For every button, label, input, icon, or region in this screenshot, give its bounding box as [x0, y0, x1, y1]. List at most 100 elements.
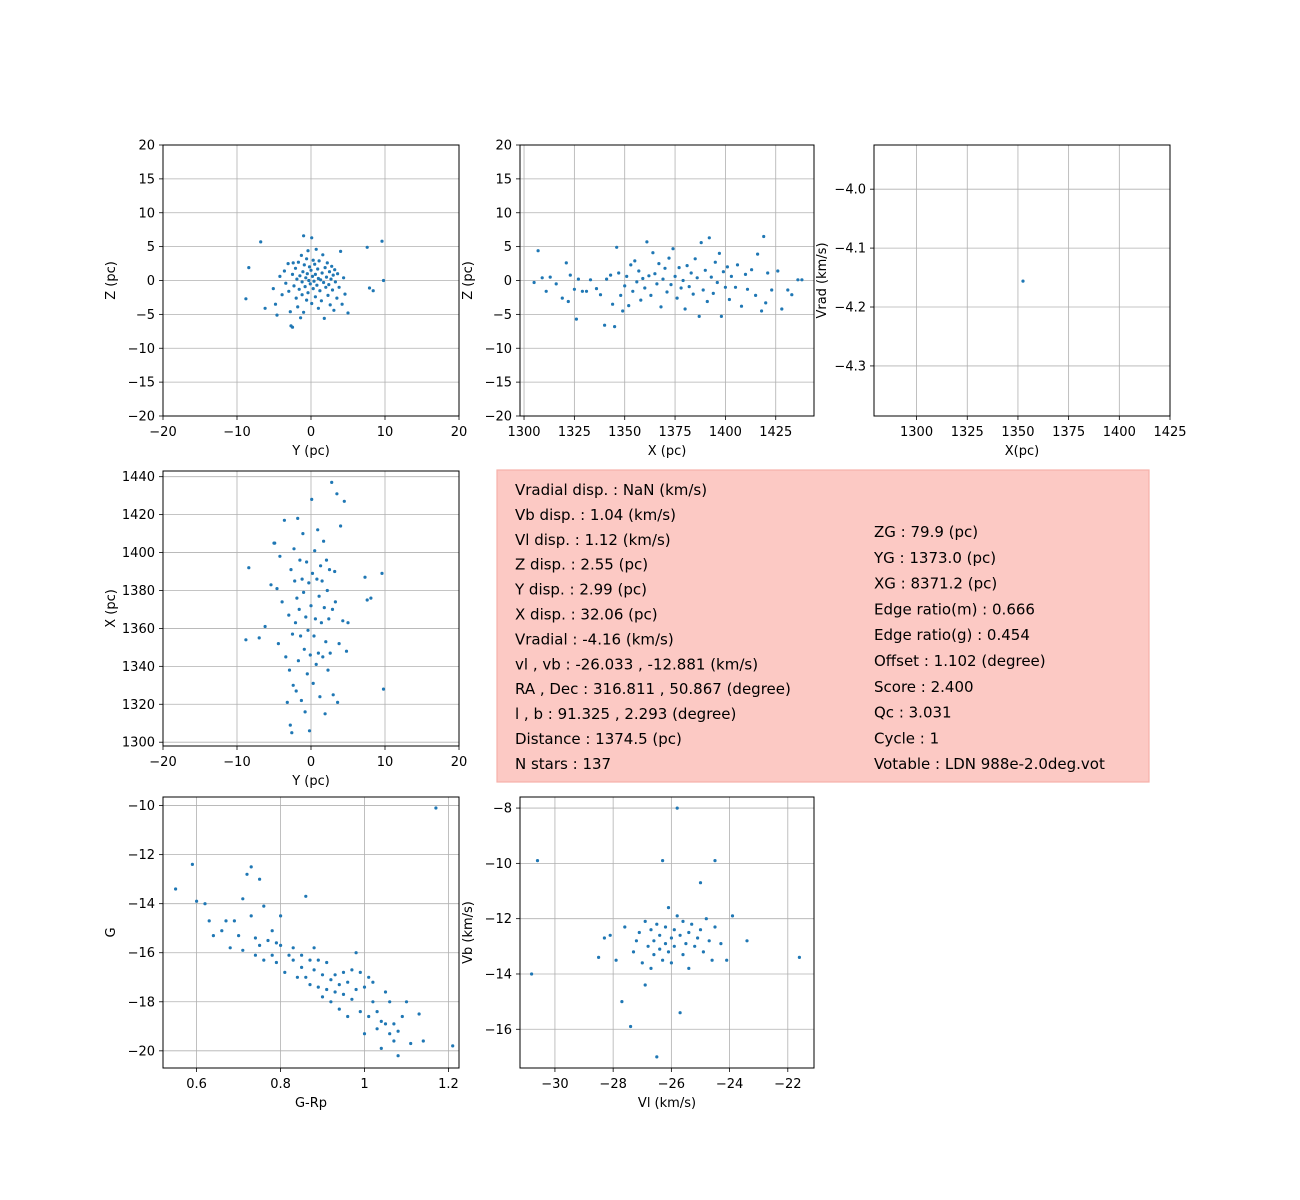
data-point	[269, 583, 273, 587]
data-point	[663, 942, 668, 946]
data-point	[335, 296, 339, 300]
data-point	[319, 621, 323, 625]
data-point	[675, 914, 679, 918]
data-point	[564, 261, 568, 265]
data-point	[358, 970, 362, 975]
data-point	[282, 269, 286, 273]
data-point	[333, 973, 337, 977]
data-point	[337, 285, 341, 289]
data-point	[678, 1011, 682, 1015]
data-point	[331, 693, 335, 697]
data-point	[392, 1022, 396, 1026]
data-point	[259, 240, 263, 244]
data-point	[300, 965, 304, 970]
data-point	[295, 277, 299, 281]
data-point	[328, 303, 332, 307]
data-point	[309, 268, 313, 272]
data-point	[723, 285, 728, 289]
data-point	[300, 577, 304, 581]
data-point	[341, 992, 346, 997]
data-point	[367, 286, 372, 290]
data-point	[244, 297, 248, 301]
x-tick-label: −22	[774, 1077, 801, 1092]
data-point	[303, 710, 307, 714]
data-point	[730, 914, 735, 918]
data-point	[285, 700, 289, 705]
data-point	[306, 249, 310, 253]
x-tick-label: 10	[377, 425, 394, 440]
data-point	[316, 958, 320, 962]
data-point	[287, 668, 292, 672]
data-point	[318, 695, 322, 699]
data-point	[308, 958, 312, 962]
y-tick-label: −16	[485, 1023, 512, 1038]
y-axis-label: G	[104, 927, 119, 937]
data-point	[308, 653, 312, 657]
data-point	[253, 936, 257, 940]
data-point	[776, 269, 780, 273]
data-point	[258, 877, 262, 881]
data-point	[540, 276, 544, 280]
data-point	[330, 607, 335, 612]
data-point	[796, 278, 800, 282]
info-right-line: Edge ratio(g) : 0.454	[874, 626, 1030, 644]
data-point	[336, 272, 340, 276]
data-point	[689, 271, 693, 275]
y-tick-label: 1340	[122, 660, 155, 675]
data-point	[320, 579, 324, 583]
x-tick-label: −10	[223, 425, 250, 440]
data-point	[325, 987, 329, 992]
data-point	[244, 638, 248, 642]
data-point	[310, 497, 314, 501]
data-point	[663, 266, 667, 270]
y-tick-label: 15	[138, 172, 155, 187]
y-tick-label: 10	[138, 206, 155, 221]
data-point	[322, 280, 326, 285]
data-point	[321, 655, 325, 659]
data-point	[651, 251, 655, 255]
info-right-line: Votable : LDN 988e-2.0deg.vot	[874, 755, 1105, 773]
info-left-line: vl , vb : -26.033 , -12.881 (km/s)	[515, 655, 758, 673]
data-point	[762, 234, 766, 239]
data-point	[305, 560, 309, 564]
data-point	[333, 280, 337, 284]
data-point	[687, 930, 691, 935]
data-point	[296, 659, 300, 663]
x-tick-label: 1.2	[438, 1077, 459, 1092]
info-left-line: Y disp. : 2.99 (pc)	[514, 581, 647, 599]
data-point	[247, 566, 251, 570]
data-point	[719, 314, 724, 318]
data-point	[388, 1032, 392, 1036]
data-point	[646, 944, 650, 948]
data-point	[675, 806, 679, 810]
data-point	[327, 568, 332, 572]
data-point	[314, 662, 318, 667]
data-point	[641, 276, 645, 281]
data-point	[615, 245, 619, 249]
x-tick-label: −20	[149, 425, 176, 440]
data-point	[330, 288, 335, 292]
data-point	[274, 960, 278, 965]
data-point	[625, 274, 629, 278]
y-tick-label: 20	[138, 139, 155, 154]
data-point	[637, 930, 641, 935]
y-tick-label: 20	[495, 139, 512, 154]
data-point	[683, 307, 687, 311]
data-point	[400, 1014, 404, 1019]
y-tick-label: −8	[493, 802, 512, 817]
data-point	[320, 271, 324, 275]
data-point	[321, 253, 325, 257]
data-point	[316, 651, 320, 655]
data-point	[655, 1055, 659, 1059]
data-point	[195, 899, 199, 903]
y-axis-label: Z (pc)	[104, 261, 119, 300]
data-point	[621, 309, 625, 313]
data-point	[717, 251, 722, 255]
info-right-line: Cycle : 1	[874, 729, 939, 747]
data-point	[655, 282, 659, 286]
data-point	[313, 262, 317, 266]
data-point	[257, 636, 261, 640]
data-point	[371, 1000, 375, 1004]
data-point	[619, 293, 623, 297]
